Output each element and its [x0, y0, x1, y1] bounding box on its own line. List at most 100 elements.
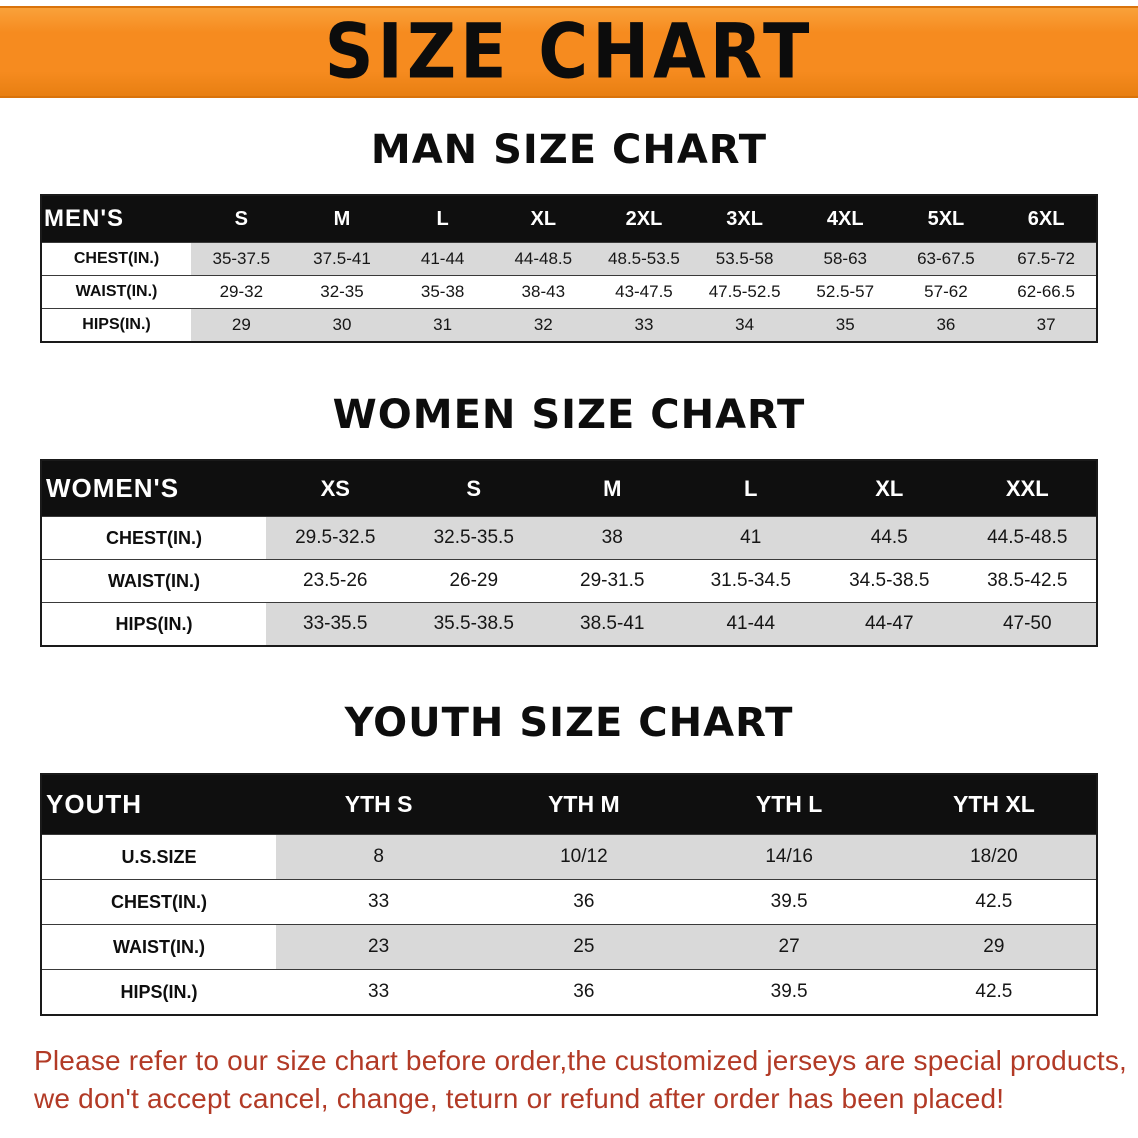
size-value-cell: 44-47: [820, 602, 959, 646]
table-row: CHEST(IN.) 35-37.5 37.5-41 41-44 44-48.5 48.5…: [41, 242, 1097, 276]
size-column-header: L: [436, 207, 449, 230]
size-value-cell: 36: [895, 308, 997, 342]
men-size-section: MAN SIZE CHART MEN'S S M L XL 2XL 3XL 4XL 5XL 6XL…: [0, 126, 1138, 343]
size-value-cell: 52.5-57: [794, 275, 896, 309]
row-label: WAIST(IN.): [41, 275, 191, 309]
table-header-row: YOUTH YTH S YTH M YTH L YTH XL: [41, 774, 1097, 835]
disclaimer-line-1: Please refer to our size chart before or…: [34, 1045, 1128, 1076]
size-value-cell: 33: [593, 308, 695, 342]
size-value-cell: 44.5: [820, 516, 959, 560]
size-value-cell: 31.5-34.5: [681, 559, 820, 603]
size-column-header: S: [234, 207, 248, 230]
men-size-table: MEN'S S M L XL 2XL 3XL 4XL 5XL 6XL CHEST(IN.) 35-37…: [40, 194, 1098, 343]
size-value-cell: 23: [276, 924, 482, 970]
youth-size-table: YOUTH YTH S YTH M YTH L YTH XL U.S.SIZE 8 10/12…: [40, 773, 1098, 1016]
size-value-cell: 29.5-32.5: [266, 516, 405, 560]
table-row: HIPS(IN.) 33 36 39.5 42.5: [41, 969, 1097, 1015]
size-value-cell: 43-47.5: [593, 275, 695, 309]
size-value-cell: 29-31.5: [543, 559, 682, 603]
size-value-cell: 38: [543, 516, 682, 560]
table-row: WAIST(IN.) 23.5-26 26-29 29-31.5 31.5-34.5 34…: [41, 559, 1097, 603]
row-label: HIPS(IN.): [41, 308, 191, 342]
disclaimer-line-2: we don't accept cancel, change, teturn o…: [34, 1082, 1005, 1114]
row-label: CHEST(IN.): [41, 516, 266, 560]
size-value-cell: 42.5: [891, 969, 1097, 1015]
size-value-cell: 42.5: [891, 879, 1097, 925]
size-value-cell: 35-37.5: [191, 242, 292, 276]
size-column-header: YTH XL: [952, 791, 1035, 817]
table-header-row: MEN'S S M L XL 2XL 3XL 4XL 5XL 6XL: [41, 195, 1097, 243]
table-group-label: YOUTH: [46, 789, 142, 819]
women-size-table: WOMEN'S XS S M L XL XXL CHEST(IN.) 29.5-32.5 32.5…: [40, 459, 1098, 647]
women-size-section: WOMEN SIZE CHART WOMEN'S XS S M L XL XXL CHEST(…: [0, 391, 1138, 647]
table-header-row: WOMEN'S XS S M L XL XXL: [41, 460, 1097, 517]
size-value-cell: 26-29: [404, 559, 543, 603]
size-value-cell: 36: [481, 969, 687, 1015]
size-value-cell: 44.5-48.5: [958, 516, 1097, 560]
table-group-label: MEN'S: [44, 205, 125, 232]
size-value-cell: 8: [276, 834, 482, 880]
size-value-cell: 35-38: [392, 275, 493, 309]
size-column-header: 6XL: [1027, 207, 1065, 230]
women-section-heading: WOMEN SIZE CHART: [332, 392, 806, 438]
table-row: WAIST(IN.) 29-32 32-35 35-38 38-43 43-47.5 47.…: [41, 275, 1097, 309]
row-label: WAIST(IN.): [41, 924, 276, 970]
size-value-cell: 63-67.5: [895, 242, 997, 276]
row-label: WAIST(IN.): [41, 559, 266, 603]
size-value-cell: 57-62: [895, 275, 997, 309]
page-title: SIZE CHART: [324, 7, 814, 97]
size-value-cell: 37.5-41: [291, 242, 393, 276]
size-value-cell: 14/16: [686, 834, 892, 880]
youth-size-section: YOUTH SIZE CHART YOUTH YTH S YTH M YTH L YTH…: [0, 699, 1138, 1016]
youth-section-heading: YOUTH SIZE CHART: [344, 700, 794, 746]
size-column-header: L: [744, 475, 758, 501]
size-value-cell: 25: [481, 924, 687, 970]
table-group-label: WOMEN'S: [46, 473, 180, 503]
size-column-header: XL: [530, 207, 557, 230]
size-value-cell: 23.5-26: [266, 559, 405, 603]
disclaimer-note: Please refer to our size chart before or…: [0, 1042, 1138, 1118]
size-value-cell: 38-43: [492, 275, 594, 309]
row-label: U.S.SIZE: [41, 834, 276, 880]
table-row: CHEST(IN.) 33 36 39.5 42.5: [41, 879, 1097, 925]
size-value-cell: 10/12: [481, 834, 687, 880]
table-row: WAIST(IN.) 23 25 27 29: [41, 924, 1097, 970]
size-value-cell: 33: [276, 879, 482, 925]
size-value-cell: 47.5-52.5: [694, 275, 795, 309]
size-column-header: 4XL: [826, 207, 864, 230]
table-row: HIPS(IN.) 33-35.5 35.5-38.5 38.5-41 41-44 44-…: [41, 602, 1097, 646]
size-column-header: YTH S: [344, 791, 413, 817]
size-value-cell: 34.5-38.5: [820, 559, 959, 603]
row-label: HIPS(IN.): [41, 969, 276, 1015]
size-value-cell: 33-35.5: [266, 602, 405, 646]
row-label: HIPS(IN.): [41, 602, 266, 646]
size-value-cell: 27: [686, 924, 892, 970]
size-value-cell: 53.5-58: [694, 242, 795, 276]
table-row: U.S.SIZE 8 10/12 14/16 18/20: [41, 834, 1097, 880]
size-column-header: XXL: [1005, 475, 1049, 501]
size-value-cell: 44-48.5: [492, 242, 594, 276]
size-value-cell: 33: [276, 969, 482, 1015]
size-column-header: M: [603, 475, 622, 501]
size-value-cell: 32-35: [291, 275, 393, 309]
size-value-cell: 62-66.5: [996, 275, 1097, 309]
size-column-header: M: [333, 207, 351, 230]
size-column-header: 2XL: [625, 207, 663, 230]
size-value-cell: 29-32: [191, 275, 292, 309]
size-column-header: XL: [875, 475, 904, 501]
size-value-cell: 36: [481, 879, 687, 925]
size-value-cell: 47-50: [958, 602, 1097, 646]
size-value-cell: 39.5: [686, 879, 892, 925]
size-column-header: YTH L: [755, 791, 823, 817]
size-value-cell: 41-44: [392, 242, 493, 276]
banner: SIZE CHART: [0, 6, 1138, 98]
size-value-cell: 29: [891, 924, 1097, 970]
size-column-header: S: [466, 475, 482, 501]
size-value-cell: 67.5-72: [996, 242, 1097, 276]
size-value-cell: 41-44: [681, 602, 820, 646]
size-value-cell: 58-63: [794, 242, 896, 276]
size-value-cell: 38.5-42.5: [958, 559, 1097, 603]
size-value-cell: 29: [191, 308, 292, 342]
table-row: CHEST(IN.) 29.5-32.5 32.5-35.5 38 41 44.5 44.5…: [41, 516, 1097, 560]
size-value-cell: 32: [492, 308, 594, 342]
